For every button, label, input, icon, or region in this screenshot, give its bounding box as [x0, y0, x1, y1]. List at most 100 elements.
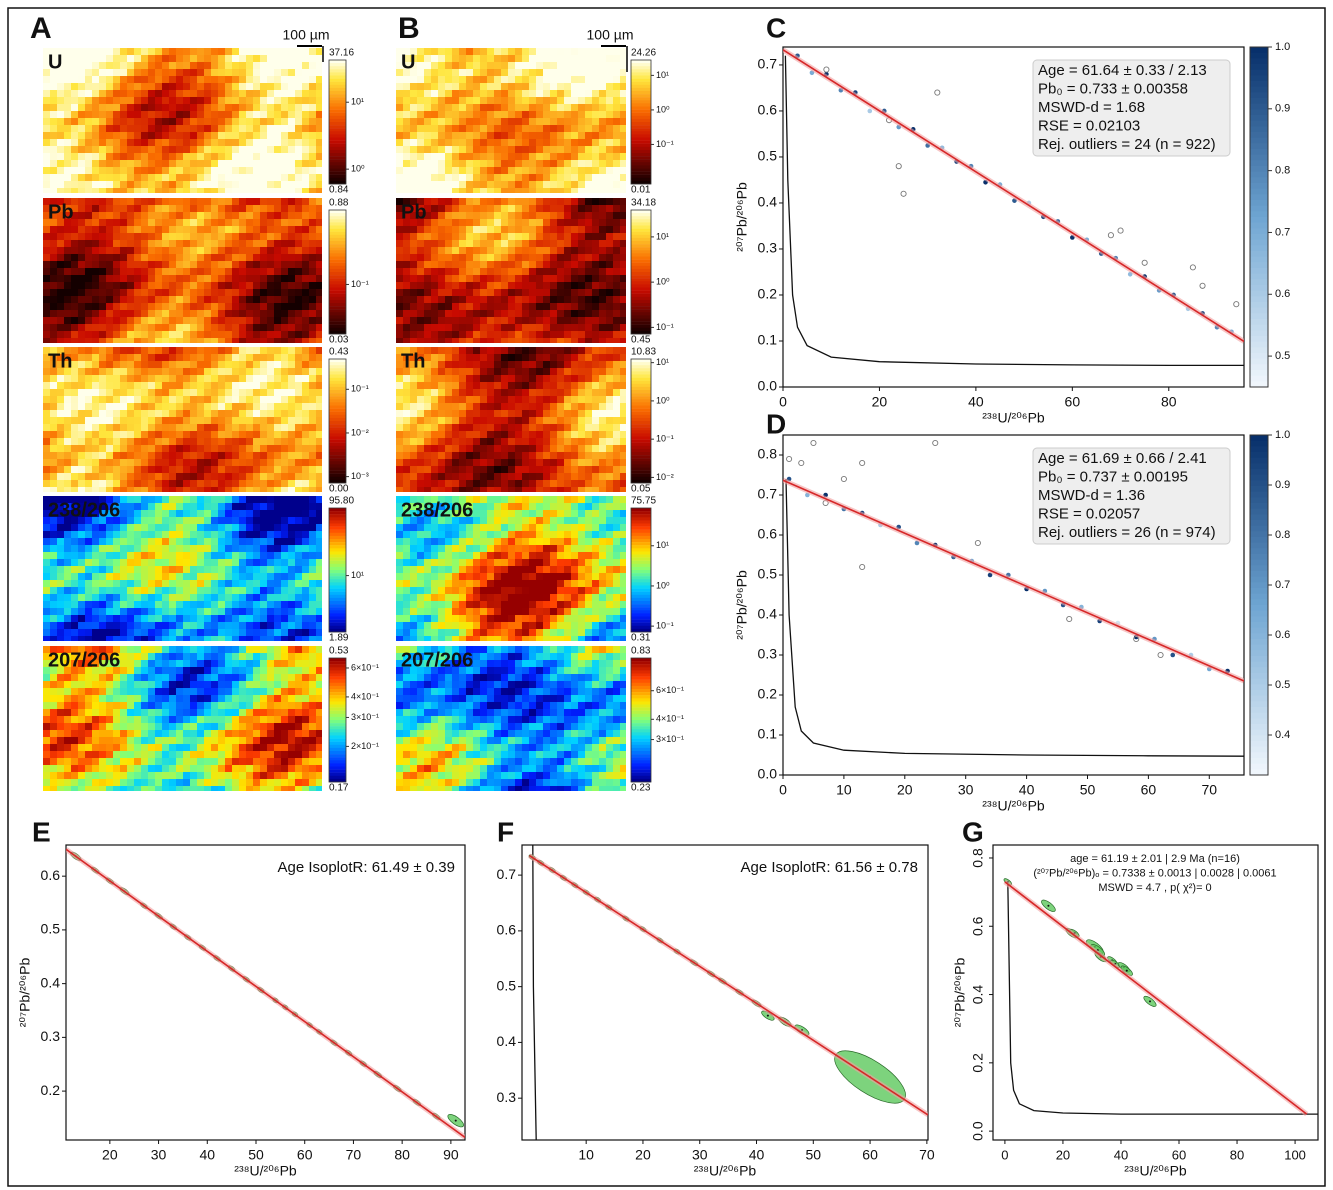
map-pixel — [197, 289, 204, 296]
map-pixel — [176, 55, 183, 62]
map-pixel — [190, 538, 197, 545]
map-pixel — [85, 622, 92, 629]
map-pixel — [169, 69, 176, 76]
map-pixel — [295, 331, 302, 338]
map-pixel — [309, 289, 316, 296]
map-pixel — [71, 125, 78, 132]
map-pixel — [417, 48, 424, 55]
map-pixel — [127, 473, 134, 480]
map-pixel — [64, 368, 71, 375]
map-pixel — [141, 219, 148, 226]
map-pixel — [197, 424, 204, 431]
map-pixel — [176, 653, 183, 660]
map-pixel — [246, 480, 253, 487]
map-pixel — [120, 480, 127, 487]
map-pixel — [120, 275, 127, 282]
map-pixel — [438, 132, 445, 139]
map-pixel — [204, 424, 211, 431]
map-pixel — [246, 730, 253, 737]
map-pixel — [134, 744, 141, 751]
map-pixel — [536, 69, 543, 76]
map-pixel — [274, 496, 281, 503]
map-pixel — [134, 636, 141, 641]
map-pixel — [120, 496, 127, 503]
map-pixel — [141, 709, 148, 716]
map-pixel — [141, 146, 148, 153]
map-pixel — [99, 758, 106, 765]
map-pixel — [274, 566, 281, 573]
map-pixel — [127, 459, 134, 466]
map-pixel — [218, 233, 225, 240]
map-pixel — [267, 132, 274, 139]
map-pixel — [225, 331, 232, 338]
map-pixel — [141, 83, 148, 90]
map-pixel — [148, 160, 155, 167]
map-pixel — [225, 410, 232, 417]
map-pixel — [288, 716, 295, 723]
map-pixel — [92, 310, 99, 317]
map-pixel — [169, 226, 176, 233]
map-pixel — [43, 545, 50, 552]
map-pixel — [64, 97, 71, 104]
map-pixel — [85, 118, 92, 125]
map-pixel — [78, 496, 85, 503]
map-pixel — [162, 559, 169, 566]
map-pixel — [204, 62, 211, 69]
map-pixel — [120, 786, 127, 791]
map-pixel — [309, 538, 316, 545]
map-pixel — [204, 289, 211, 296]
map-pixel — [309, 275, 316, 282]
map-pixel — [190, 716, 197, 723]
colorbar-step — [329, 628, 346, 633]
map-pixel — [134, 83, 141, 90]
map-pixel — [281, 188, 288, 193]
colorbar-step — [329, 296, 346, 301]
map-pixel — [260, 396, 267, 403]
colorbar-step — [329, 371, 346, 375]
map-pixel — [459, 48, 466, 55]
map-pixel — [274, 240, 281, 247]
map-pixel — [473, 146, 480, 153]
map-pixel — [232, 716, 239, 723]
map-pixel — [246, 510, 253, 517]
map-pixel — [445, 104, 452, 111]
map-pixel — [162, 459, 169, 466]
colorbar-step — [329, 91, 346, 95]
map-pixel — [155, 531, 162, 538]
map-pixel — [281, 347, 288, 354]
map-pixel — [190, 389, 197, 396]
map-pixel — [120, 303, 127, 310]
map-pixel — [480, 90, 487, 97]
map-pixel — [155, 132, 162, 139]
map-pixel — [183, 247, 190, 254]
map-pixel — [232, 55, 239, 62]
map-pixel — [99, 247, 106, 254]
map-pixel — [50, 601, 57, 608]
map-pixel — [585, 153, 592, 160]
map-pixel — [50, 83, 57, 90]
map-pixel — [295, 709, 302, 716]
map-pixel — [169, 695, 176, 702]
map-pixel — [232, 153, 239, 160]
map-pixel — [176, 205, 183, 212]
map-pixel — [529, 83, 536, 90]
map-pixel — [169, 347, 176, 354]
map-pixel — [183, 566, 190, 573]
map-pixel — [197, 487, 204, 492]
map-pixel — [253, 452, 260, 459]
map-pixel — [183, 615, 190, 622]
map-pixel — [564, 76, 571, 83]
map-pixel — [99, 167, 106, 174]
map-pixel — [99, 275, 106, 282]
map-pixel — [197, 261, 204, 268]
map-pixel — [134, 438, 141, 445]
map-pixel — [127, 765, 134, 772]
map-pixel — [232, 97, 239, 104]
map-pixel — [225, 531, 232, 538]
map-pixel — [71, 331, 78, 338]
map-pixel — [564, 90, 571, 97]
map-pixel — [85, 653, 92, 660]
map-pixel — [127, 744, 134, 751]
map-pixel — [232, 480, 239, 487]
map-pixel — [78, 317, 85, 324]
